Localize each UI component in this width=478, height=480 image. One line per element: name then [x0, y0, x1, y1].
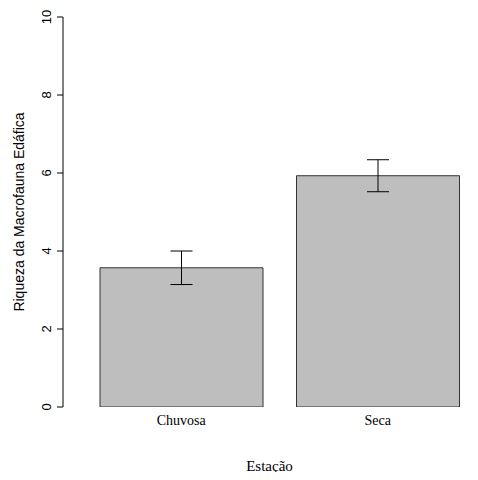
svg-text:Riqueza da Macrofauna Edáfica: Riqueza da Macrofauna Edáfica	[11, 112, 27, 311]
svg-text:Chuvosa: Chuvosa	[157, 413, 207, 428]
svg-text:6: 6	[39, 169, 54, 176]
svg-text:8: 8	[39, 91, 54, 98]
svg-text:10: 10	[39, 10, 54, 24]
svg-text:2: 2	[39, 325, 54, 332]
svg-text:0: 0	[39, 403, 54, 410]
svg-text:Estação: Estação	[246, 458, 293, 472]
svg-text:4: 4	[39, 247, 54, 254]
svg-text:Seca: Seca	[365, 413, 392, 428]
